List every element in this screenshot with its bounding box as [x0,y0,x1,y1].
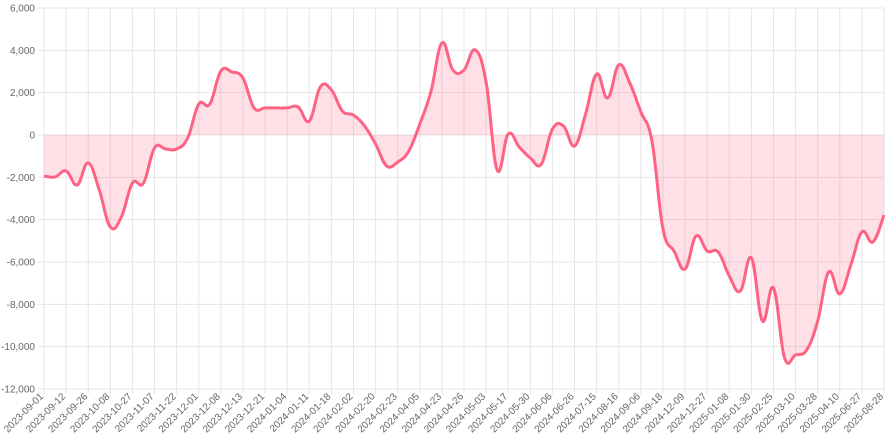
y-tick-label: -12,000 [1,385,35,396]
y-tick-label: 6,000 [10,4,35,15]
line [43,41,886,365]
area [44,42,884,364]
y-tick-label: 2,000 [10,88,35,99]
y-tick-label: -10,000 [1,342,35,353]
y-tick-label: -8,000 [7,300,36,311]
y-tick-label: -4,000 [7,215,36,226]
y-tick-label: -2,000 [7,173,36,184]
y-tick-label: 4,000 [10,46,35,57]
y-tick-label: 0 [29,131,35,142]
y-tick-label: -6,000 [7,258,36,269]
